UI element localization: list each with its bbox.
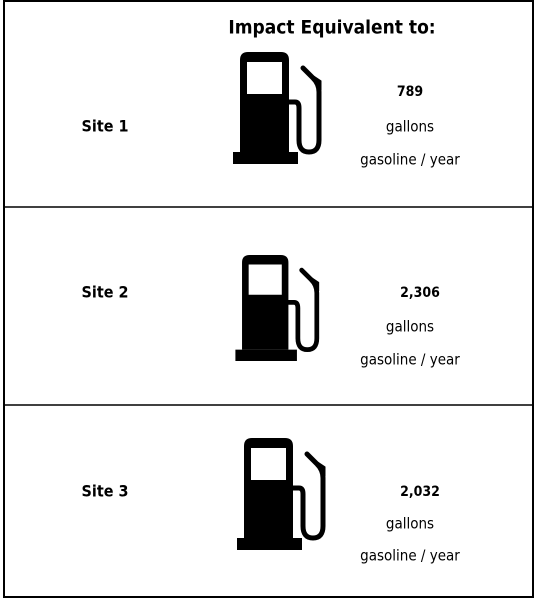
title: Impact Equivalent to: (228, 17, 435, 39)
value: 2,306 (400, 285, 440, 301)
site-label: Site 1 (82, 117, 129, 136)
row: Site 3 2,032 gallons gasoline / year (82, 438, 460, 565)
detail: gasoline / year (360, 351, 460, 369)
row: Site 1 789 gallons gasoline / year (82, 52, 460, 169)
pump-icon (235, 255, 316, 361)
value: 789 (397, 84, 423, 100)
site-label: Site 3 (82, 482, 129, 501)
pump-icon (233, 52, 319, 164)
unit: gallons (386, 318, 434, 336)
pump-icon (237, 438, 323, 550)
detail: gasoline / year (360, 547, 460, 565)
value: 2,032 (400, 484, 440, 500)
detail: gasoline / year (360, 151, 460, 169)
row: Site 2 2,306 gallons gasoline / year (82, 255, 460, 369)
site-label: Site 2 (82, 283, 129, 302)
unit: gallons (386, 118, 434, 136)
outer-border (3, 0, 534, 598)
unit: gallons (386, 515, 434, 533)
